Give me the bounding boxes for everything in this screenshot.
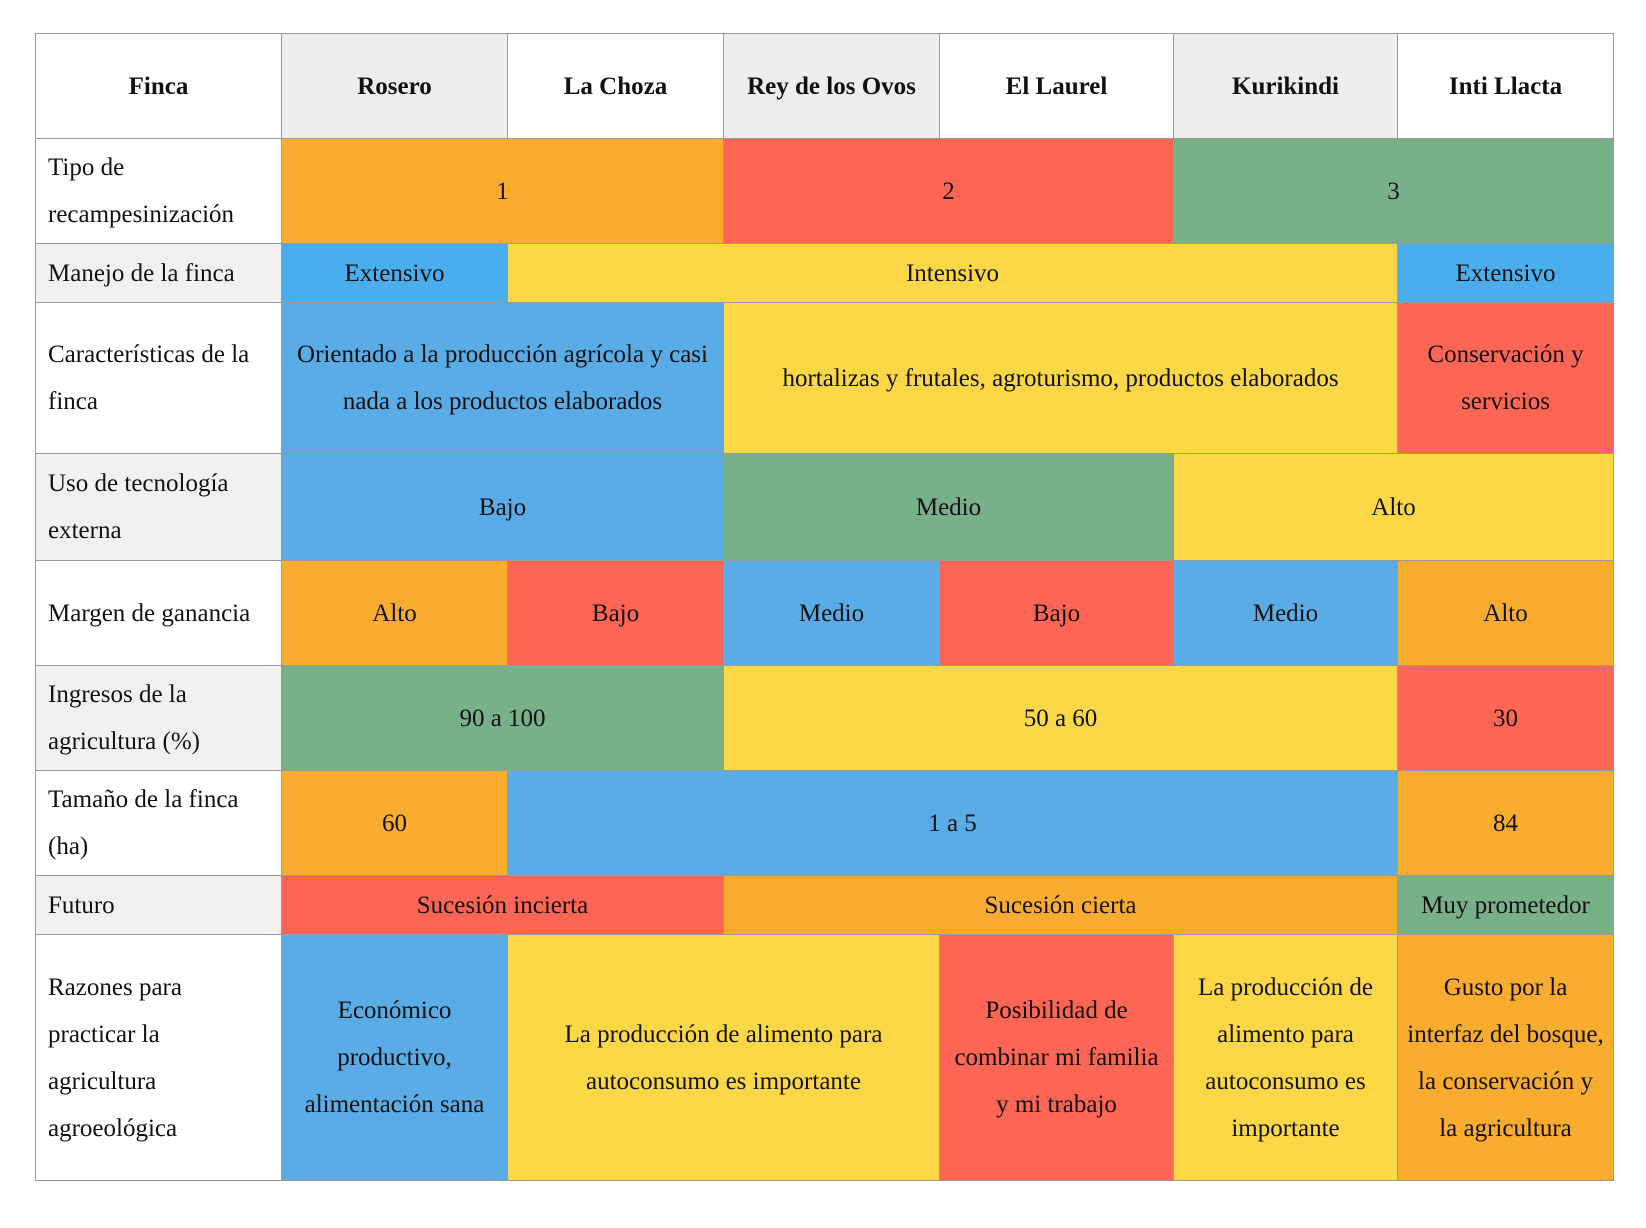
- header-cell: La Choza: [507, 33, 724, 139]
- header-cell: Kurikindi: [1173, 33, 1398, 139]
- data-cell: La producción de alimento para autoconsu…: [1173, 934, 1398, 1181]
- header-cell: Rey de los Ovos: [723, 33, 940, 139]
- table-row: Tamaño de la finca (ha) 60 1 a 5 84: [35, 770, 1614, 876]
- row-label: Tipo de recampesinización: [35, 138, 282, 244]
- data-cell: Alto: [1173, 453, 1614, 561]
- header-cell: Rosero: [281, 33, 508, 139]
- data-cell: Bajo: [281, 453, 724, 561]
- row-label: Tamaño de la finca (ha): [35, 770, 282, 876]
- row-label: Futuro: [35, 875, 282, 935]
- data-cell: Alto: [1397, 560, 1614, 666]
- data-cell: Medio: [1173, 560, 1398, 666]
- data-cell: Extensivo: [281, 243, 508, 303]
- data-cell: Extensivo: [1397, 243, 1614, 303]
- data-cell: hortalizas y frutales, agroturismo, prod…: [723, 302, 1398, 454]
- data-cell: Medio: [723, 560, 940, 666]
- table-header: Finca Rosero La Choza Rey de los Ovos El Lau…: [35, 33, 1614, 139]
- data-cell: Gusto por la interfaz del bosque, la con…: [1397, 934, 1614, 1181]
- table-row: Tipo de recampesinización 1 2 3: [35, 138, 1614, 244]
- header-cell: Inti Llacta: [1397, 33, 1614, 139]
- data-cell: 1: [281, 138, 724, 244]
- data-cell: Bajo: [507, 560, 724, 666]
- row-label: Características de la finca: [35, 302, 282, 454]
- header-row: Finca Rosero La Choza Rey de los Ovos El Lau…: [35, 33, 1614, 139]
- data-cell: 1 a 5: [507, 770, 1398, 876]
- data-cell: 90 a 100: [281, 665, 724, 771]
- data-cell: 2: [723, 138, 1174, 244]
- data-cell: Intensivo: [507, 243, 1398, 303]
- row-label: Uso de tecnología externa: [35, 453, 282, 561]
- table-row: Margen de ganancia Alto Bajo Medio Bajo Medio…: [35, 560, 1614, 666]
- table-body: Tipo de recampesinización 1 2 3 Manejo de la…: [35, 138, 1614, 1181]
- table-row: Ingresos de la agricultura (%) 90 a 100 50…: [35, 665, 1614, 771]
- row-label: Razones para practicar la agricultura ag…: [35, 934, 282, 1181]
- data-cell: 84: [1397, 770, 1614, 876]
- table-row: Manejo de la finca Extensivo Intensivo Exte…: [35, 243, 1614, 303]
- data-cell: 50 a 60: [723, 665, 1398, 771]
- data-cell: Sucesión incierta: [281, 875, 724, 935]
- table-row: Uso de tecnología externa Bajo Medio Alto: [35, 453, 1614, 561]
- table-row: Razones para practicar la agricultura ag…: [35, 934, 1614, 1181]
- data-cell: 3: [1173, 138, 1614, 244]
- data-cell: Medio: [723, 453, 1174, 561]
- data-cell: Orientado a la producción agrícola y cas…: [281, 302, 724, 454]
- farm-table: Finca Rosero La Choza Rey de los Ovos El Lau…: [35, 33, 1614, 1181]
- header-cell: El Laurel: [939, 33, 1174, 139]
- row-label: Margen de ganancia: [35, 560, 282, 666]
- table-row: Futuro Sucesión incierta Sucesión cierta Mu…: [35, 875, 1614, 935]
- data-cell: Muy prometedor: [1397, 875, 1614, 935]
- row-label: Ingresos de la agricultura (%): [35, 665, 282, 771]
- data-cell: La producción de alimento para autoconsu…: [507, 934, 940, 1181]
- data-cell: Bajo: [939, 560, 1174, 666]
- data-cell: Conservación y servicios: [1397, 302, 1614, 454]
- data-cell: 30: [1397, 665, 1614, 771]
- data-cell: Alto: [281, 560, 508, 666]
- data-cell: Económico productivo, alimentación sana: [281, 934, 508, 1181]
- header-cell: Finca: [35, 33, 282, 139]
- row-label: Manejo de la finca: [35, 243, 282, 303]
- data-cell: Sucesión cierta: [723, 875, 1398, 935]
- table-row: Características de la finca Orientado a l…: [35, 302, 1614, 454]
- data-cell: Posibilidad de combinar mi familia y mi …: [939, 934, 1174, 1181]
- data-cell: 60: [281, 770, 508, 876]
